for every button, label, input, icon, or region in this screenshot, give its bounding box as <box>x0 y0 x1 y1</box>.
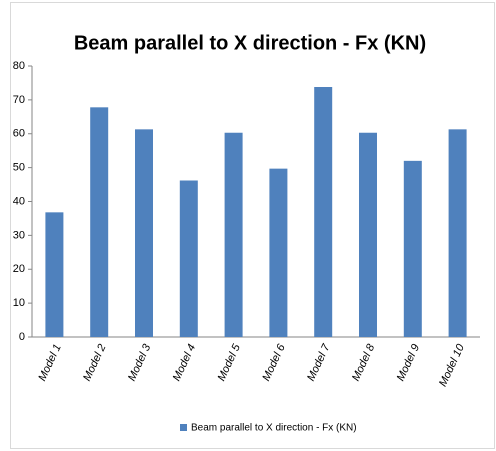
x-tick-label: Model 6 <box>260 342 288 383</box>
chart-title: Beam parallel to X direction - Fx (KN) <box>74 32 426 54</box>
y-tick-label: 30 <box>13 229 25 241</box>
bar <box>269 168 288 337</box>
y-tick-label: 50 <box>13 162 25 174</box>
x-tick-label: Model 3 <box>126 342 154 383</box>
y-tick-label: 80 <box>13 60 25 72</box>
y-tick-label: 10 <box>13 297 25 309</box>
y-tick-label: 20 <box>13 263 25 275</box>
x-tick-label: Model 7 <box>305 342 333 383</box>
x-tick-label: Model 4 <box>171 342 198 383</box>
legend-label: Beam parallel to X direction - Fx (KN) <box>191 423 357 434</box>
x-tick-label: Model 8 <box>350 342 378 383</box>
bar <box>45 212 64 337</box>
x-tick-label: Model 9 <box>395 342 422 383</box>
bar <box>359 132 377 337</box>
bar <box>314 87 333 337</box>
x-tick-label: Model 5 <box>216 342 244 383</box>
y-tick-label: 40 <box>13 195 25 207</box>
x-tick-label: Model 1 <box>36 342 63 383</box>
bar <box>224 132 243 337</box>
x-tick-label: Model 10 <box>437 342 467 389</box>
bar <box>179 180 198 337</box>
y-tick-label: 60 <box>13 128 25 140</box>
y-tick-label: 70 <box>13 94 25 106</box>
bar <box>448 129 467 337</box>
bar <box>403 160 422 337</box>
bar <box>135 129 153 337</box>
bar <box>90 107 109 337</box>
chart-frame <box>10 2 495 449</box>
legend-swatch <box>180 424 187 431</box>
y-tick-label: 0 <box>19 331 25 343</box>
x-tick-label: Model 2 <box>81 342 108 383</box>
